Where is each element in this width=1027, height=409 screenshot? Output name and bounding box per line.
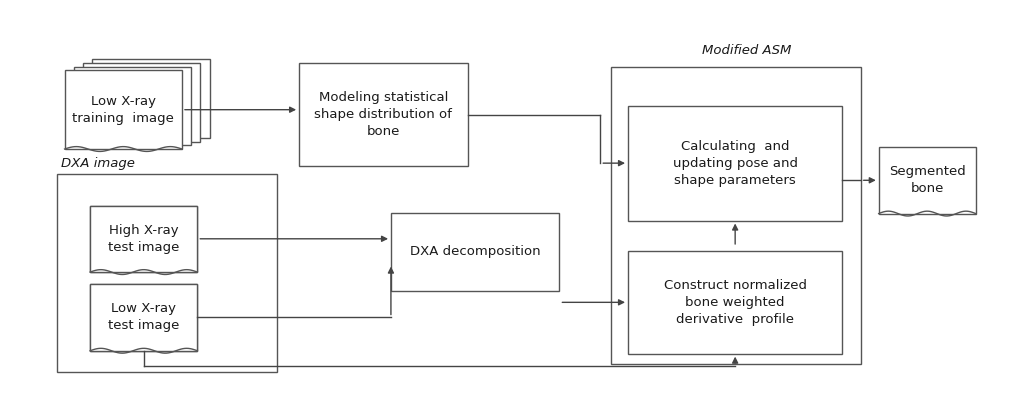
FancyBboxPatch shape <box>83 63 200 142</box>
FancyBboxPatch shape <box>90 205 197 272</box>
FancyBboxPatch shape <box>92 59 210 138</box>
Text: Segmented
bone: Segmented bone <box>888 165 965 195</box>
FancyBboxPatch shape <box>879 147 976 213</box>
Text: Low X-ray
test image: Low X-ray test image <box>108 303 180 333</box>
FancyBboxPatch shape <box>391 213 560 291</box>
Text: Calculating  and
updating pose and
shape parameters: Calculating and updating pose and shape … <box>673 139 798 187</box>
Text: DXA image: DXA image <box>61 157 135 170</box>
Text: DXA decomposition: DXA decomposition <box>410 245 540 258</box>
FancyBboxPatch shape <box>74 67 191 145</box>
Text: High X-ray
test image: High X-ray test image <box>108 224 180 254</box>
Text: Construct normalized
bone weighted
derivative  profile: Construct normalized bone weighted deriv… <box>663 279 806 326</box>
FancyBboxPatch shape <box>90 205 197 272</box>
FancyBboxPatch shape <box>90 284 197 351</box>
FancyBboxPatch shape <box>90 284 197 351</box>
Text: Modified ASM: Modified ASM <box>702 44 792 57</box>
Text: Modeling statistical
shape distribution of
bone: Modeling statistical shape distribution … <box>314 91 452 138</box>
FancyBboxPatch shape <box>56 174 276 372</box>
FancyBboxPatch shape <box>299 63 467 166</box>
FancyBboxPatch shape <box>627 106 842 220</box>
FancyBboxPatch shape <box>65 70 182 149</box>
Text: Low X-ray
training  image: Low X-ray training image <box>72 95 175 125</box>
FancyBboxPatch shape <box>627 251 842 354</box>
FancyBboxPatch shape <box>610 67 861 364</box>
